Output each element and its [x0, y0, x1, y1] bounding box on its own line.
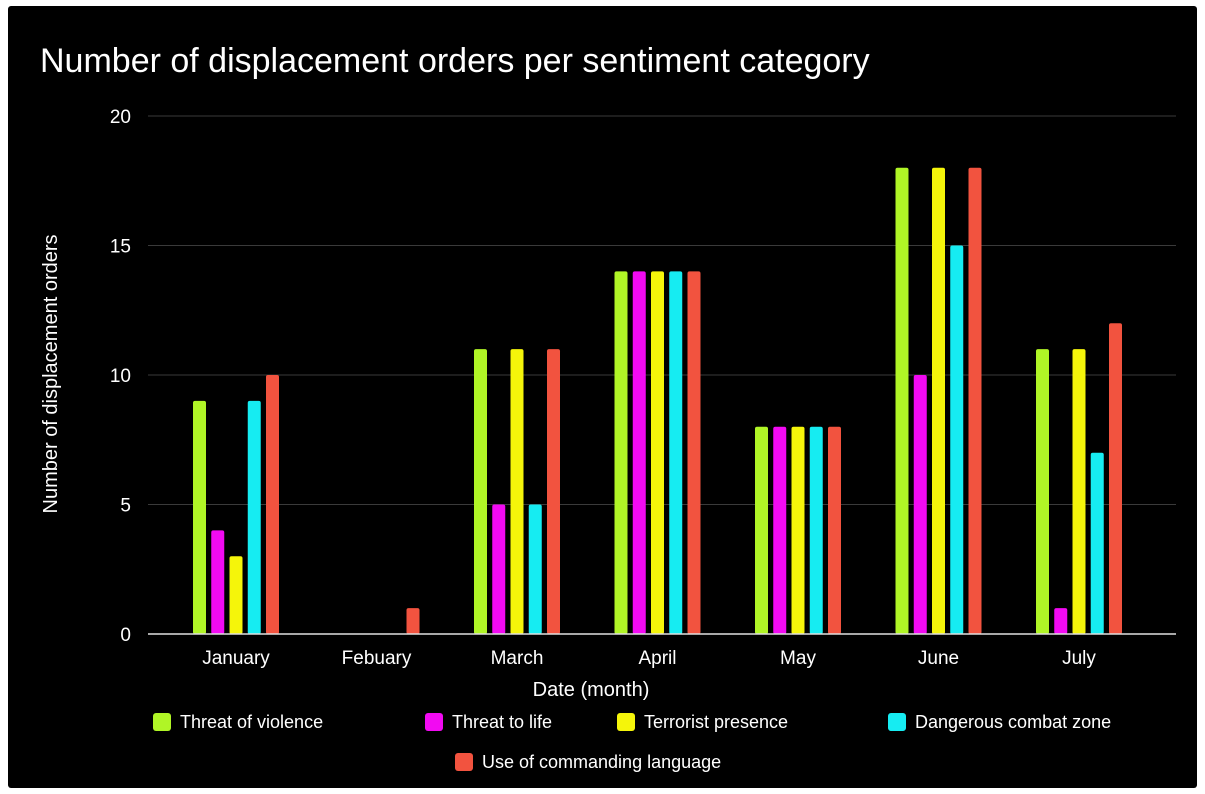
bar-may-dangerous-combat-zone	[809, 426, 823, 634]
bar-july-terrorist-presence	[1072, 349, 1086, 634]
bar-march-terrorist-presence	[510, 349, 524, 634]
y-tick-label: 10	[110, 366, 131, 387]
legend-label: Threat to life	[452, 712, 552, 732]
bar-january-use-of-commanding-language	[266, 375, 279, 634]
bar-june-use-of-commanding-language	[968, 167, 982, 635]
y-axis-label: Number of displacement orders	[40, 234, 62, 513]
bars	[193, 167, 1122, 635]
bar-april-threat-of-violence	[614, 271, 628, 634]
legend-label: Dangerous combat zone	[915, 712, 1111, 732]
x-tick-label: April	[638, 648, 676, 669]
x-tick-label: May	[780, 648, 816, 669]
bar-june-threat-to-life	[913, 375, 927, 634]
bar-july-dangerous-combat-zone	[1090, 452, 1104, 634]
bar-july-threat-to-life	[1054, 608, 1068, 634]
bar-may-terrorist-presence	[791, 426, 805, 634]
bar-febuary-use-of-commanding-language	[406, 608, 420, 634]
legend-swatch	[888, 713, 906, 731]
legend-swatch	[617, 713, 635, 731]
chart-frame: Number of displacement orders per sentim…	[8, 6, 1197, 788]
bar-may-threat-to-life	[773, 426, 787, 634]
bar-april-use-of-commanding-language	[687, 271, 701, 634]
bar-april-dangerous-combat-zone	[669, 271, 683, 634]
x-tick-label: January	[202, 648, 270, 669]
x-tick-label: June	[918, 648, 959, 669]
bar-july-use-of-commanding-language	[1109, 323, 1122, 634]
y-tick-label: 20	[110, 107, 131, 128]
x-axis-ticks: January Febuary March April May June July	[202, 648, 1096, 669]
bar-april-terrorist-presence	[651, 271, 664, 634]
chart-title: Number of displacement orders per sentim…	[40, 42, 870, 80]
legend-label: Terrorist presence	[644, 712, 788, 732]
legend-label: Use of commanding language	[482, 752, 721, 772]
x-tick-label: July	[1062, 648, 1096, 669]
bar-may-use-of-commanding-language	[828, 426, 841, 634]
legend: Threat of violence Threat to life Terroris…	[153, 712, 1111, 772]
x-axis-label: Date (month)	[533, 679, 650, 701]
bar-chart: Number of displacement orders per sentim…	[40, 42, 1176, 772]
legend-swatch	[425, 713, 443, 731]
y-tick-label: 15	[110, 237, 131, 258]
legend-swatch	[455, 753, 473, 771]
bar-june-terrorist-presence	[932, 167, 945, 635]
y-tick-label: 0	[120, 625, 131, 646]
x-tick-label: Febuary	[342, 648, 412, 669]
bar-may-threat-of-violence	[755, 426, 768, 634]
y-tick-label: 5	[120, 496, 131, 517]
bar-january-threat-to-life	[211, 530, 225, 634]
bar-june-dangerous-combat-zone	[950, 245, 964, 634]
bar-march-use-of-commanding-language	[547, 349, 560, 634]
bar-january-threat-of-violence	[193, 400, 206, 634]
bar-march-dangerous-combat-zone	[528, 504, 542, 634]
x-tick-label: March	[491, 648, 544, 669]
bar-march-threat-to-life	[492, 504, 506, 634]
legend-swatch	[153, 713, 171, 731]
bar-march-threat-of-violence	[474, 349, 487, 634]
bar-july-threat-of-violence	[1036, 349, 1049, 634]
bar-april-threat-to-life	[632, 271, 646, 634]
bar-january-dangerous-combat-zone	[247, 400, 261, 634]
bar-january-terrorist-presence	[229, 556, 243, 634]
y-axis-ticks: 0 5 10 15 20	[110, 107, 131, 646]
bar-june-threat-of-violence	[895, 167, 909, 635]
legend-label: Threat of violence	[180, 712, 323, 732]
